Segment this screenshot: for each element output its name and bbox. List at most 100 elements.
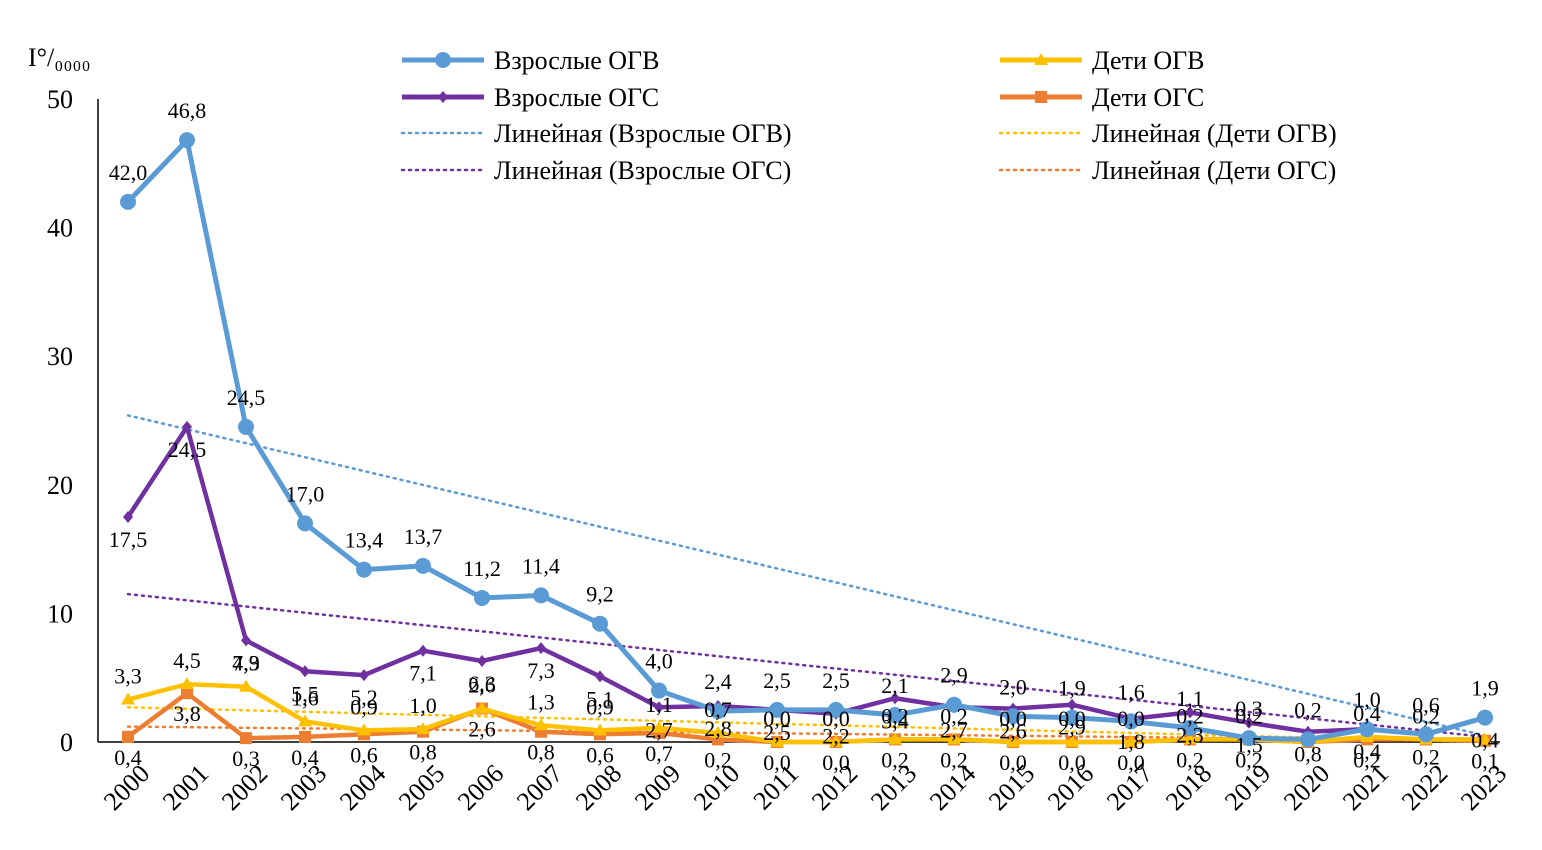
x-tick-label: 2004 [334,759,391,816]
legend-label: Линейная (Взрослые ОГС) [494,156,791,185]
data-label: 46,8 [168,98,207,123]
data-label: 0,4 [1353,701,1381,726]
data-label: 7,3 [527,658,555,683]
legend-label: Линейная (Дети ОГС) [1092,156,1336,185]
data-label: 2,9 [1058,715,1086,740]
data-label: 0,2 [1235,703,1263,728]
data-point [120,193,136,210]
data-label: 0,2 [1235,747,1263,772]
data-label: 4,3 [232,651,260,676]
data-label: 42,0 [109,160,148,185]
legend-marker [435,52,451,68]
data-point [1185,706,1195,719]
data-label: 7,9 [232,650,260,675]
data-point [475,701,489,714]
data-label: 0,8 [527,740,555,765]
data-point [1124,735,1138,747]
data-point [1067,698,1077,711]
legend-marker [1034,53,1048,65]
data-label: 0,0 [1058,750,1086,775]
data-label: 2,7 [645,717,673,742]
data-label: 11,2 [463,556,501,581]
y-tick-label: 20 [47,471,73,500]
legend-marker [438,91,448,103]
data-point [415,557,431,574]
data-point [595,670,605,683]
data-label: 0,0 [822,750,850,775]
data-label: 0,0 [1117,706,1145,731]
data-label: 0,6 [586,742,614,767]
data-point [1183,732,1197,745]
data-label: 0,4 [1471,728,1499,753]
data-label: 0,0 [763,750,791,775]
data-point [239,679,253,692]
data-point [652,720,666,733]
data-point [241,634,251,647]
y-tick-label: 10 [47,599,73,628]
data-label: 0,2 [940,747,968,772]
data-point [122,730,134,743]
y-axis-label: I°/₀₀₀₀ [28,43,91,72]
data-label: 1,6 [291,685,319,710]
legend-label: Дети ОГС [1092,83,1204,112]
data-point [238,418,254,435]
trendline [126,414,1487,737]
data-label: 5,1 [586,686,614,711]
trendline [126,592,1487,739]
legend-label: Линейная (Дети ОГВ) [1092,119,1337,148]
data-point [299,730,311,743]
data-point [1418,726,1434,743]
data-label: 5,2 [350,685,378,710]
data-label: 2,3 [1176,722,1204,747]
data-label: 2,6 [468,673,496,698]
data-point [888,732,902,745]
data-point [710,703,726,720]
data-label: 2,5 [763,720,791,745]
trendline [126,706,1487,744]
data-label: 0,0 [822,706,850,731]
data-point [887,706,903,723]
data-label: 1,1 [645,692,673,717]
data-label: 0,4 [1353,739,1381,764]
data-label: 17,0 [286,481,325,506]
data-label: 0,2 [881,747,909,772]
data-point [828,701,844,718]
data-label: 0,6 [350,742,378,767]
data-label: 3,8 [173,701,201,726]
legend-label: Взрослые ОГС [494,83,659,112]
data-label: 0,4 [114,745,142,770]
data-label: 3,3 [114,664,142,689]
data-label: 3,4 [881,708,909,733]
data-point [121,692,135,705]
data-label: 24,5 [227,385,266,410]
data-label: 2,4 [704,669,732,694]
x-tick-label: 2009 [629,759,686,816]
data-label: 1,8 [1117,729,1145,754]
data-point [593,723,607,736]
data-point [1241,730,1257,747]
data-label: 0,0 [999,750,1027,775]
x-tick-label: 2005 [393,759,450,816]
data-label: 0,0 [763,706,791,731]
data-label: 1,1 [1176,686,1204,711]
data-label: 0,2 [1412,703,1440,728]
data-label: 2,5 [763,668,791,693]
legend-label: Линейная (Взрослые ОГВ) [494,119,792,148]
data-label: 0,2 [1412,744,1440,769]
data-label: 0,0 [999,706,1027,731]
data-label: 1,5 [1235,733,1263,758]
data-label: 0,2 [1176,703,1204,728]
y-tick-label: 0 [60,728,73,757]
data-label: 0,2 [704,747,732,772]
data-point [946,696,962,713]
data-label: 0,2 [1176,747,1204,772]
data-point [123,510,133,523]
data-label: 5,5 [291,681,319,706]
y-tick-label: 50 [47,85,73,114]
data-point [1064,709,1080,726]
data-label: 24,5 [168,437,207,462]
data-label: 0,1 [1471,749,1499,774]
data-label: 0,8 [409,740,437,765]
data-label: 1,9 [1471,676,1499,701]
